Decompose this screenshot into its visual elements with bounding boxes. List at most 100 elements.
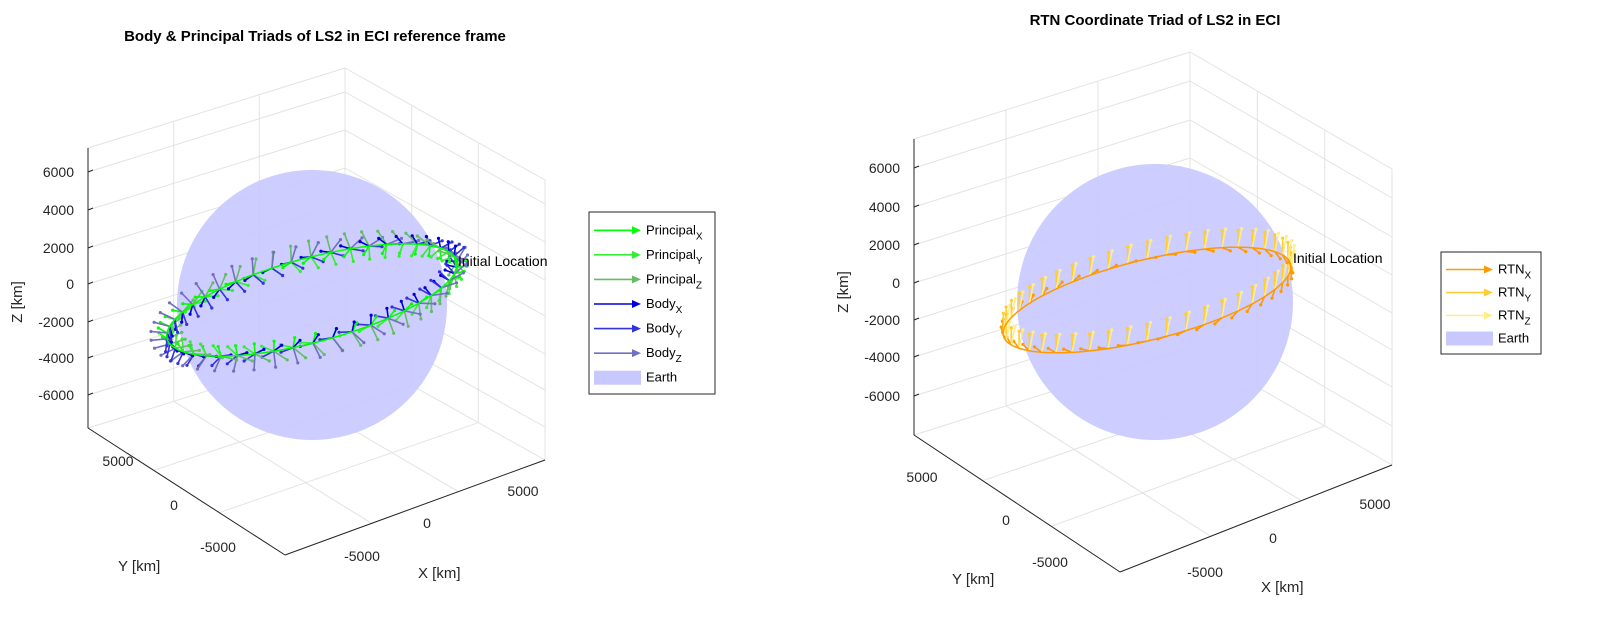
x-tick-label: 0 <box>423 515 431 531</box>
triad-arrowhead <box>1145 322 1149 326</box>
triad-arrowhead <box>455 281 459 285</box>
triad-arrowhead <box>445 291 449 295</box>
triad-arrowhead <box>281 273 285 278</box>
z-axis-label: Z [km] <box>835 271 852 313</box>
triad-arrowhead <box>1168 316 1172 320</box>
triad-arrowhead <box>1054 270 1058 274</box>
triad-arrowhead <box>285 358 289 362</box>
legend-label: PrincipalY <box>646 247 703 267</box>
chart-title: Body & Principal Triads of LS2 in ECI re… <box>124 28 506 45</box>
triad-arrowhead <box>342 255 346 259</box>
triad-arrowhead <box>1211 249 1215 253</box>
triad-arrow <box>237 354 253 362</box>
triad-arrowhead <box>250 257 254 261</box>
triad-arrow <box>1018 291 1024 311</box>
triad-arrowhead <box>252 342 256 346</box>
triad-arrowhead <box>246 283 250 287</box>
triad-arrowhead <box>1129 243 1133 247</box>
triad-arrow <box>349 248 355 262</box>
triad-arrowhead <box>444 262 448 266</box>
legend-arrowhead <box>1484 288 1493 297</box>
initial-location-label: Initial Location <box>458 253 548 269</box>
triad-arrow <box>1055 334 1061 353</box>
triad-arrow <box>440 241 453 249</box>
triad-arrowhead <box>1110 249 1114 253</box>
triad-arrowhead <box>1095 268 1099 272</box>
triad-arrowhead <box>385 306 389 310</box>
triad-arrowhead <box>1270 296 1274 300</box>
triad-arrowhead <box>338 238 343 242</box>
triad-arrowhead <box>293 336 297 340</box>
triad-arrowhead <box>1004 305 1008 309</box>
triad-arrow <box>357 323 371 326</box>
legend: PrincipalXPrincipalYPrincipalZBodyXBodyY… <box>588 211 716 395</box>
triad-arrow <box>386 308 390 319</box>
triad-arrowhead <box>1021 290 1025 294</box>
triad-arrowhead <box>250 359 254 363</box>
triad-arrowhead <box>1187 310 1192 314</box>
triad-arrowhead <box>176 342 180 346</box>
triad-arrow <box>1107 329 1113 349</box>
triad-arrowhead <box>443 268 447 272</box>
triad-arrowhead <box>159 353 163 357</box>
triad-arrowhead <box>999 325 1003 329</box>
triad-arrow <box>404 310 421 315</box>
triad-arrowhead <box>243 289 247 293</box>
triad-arrowhead <box>447 273 451 277</box>
triad-arrow <box>1126 326 1132 346</box>
triad-arrowhead <box>318 355 322 359</box>
triad-arrowhead <box>369 313 373 317</box>
triad-arrowhead <box>1091 330 1095 334</box>
triad-arrowhead <box>299 255 303 260</box>
triad-arrow <box>232 355 239 372</box>
z-tick-label: -6000 <box>864 388 900 404</box>
triad-arrowhead <box>180 320 184 324</box>
triad-arrowhead <box>185 363 189 367</box>
triad-arrowhead <box>313 331 318 336</box>
triad-arrow <box>166 324 182 334</box>
triad-arrowhead <box>1074 332 1078 336</box>
triad-arrow <box>413 294 420 304</box>
z-tick-label: 6000 <box>43 164 74 180</box>
triad-arrowhead <box>274 365 278 369</box>
orbit-path <box>165 243 459 357</box>
triad-arrowhead <box>203 299 207 303</box>
triad-arrowhead <box>1277 231 1281 235</box>
triad-arrowhead <box>1220 229 1224 233</box>
triad-arrowhead <box>380 245 384 249</box>
x-tick-label: 0 <box>1269 530 1277 546</box>
triad-arrow <box>431 292 448 297</box>
y-tick-label: 5000 <box>906 469 937 485</box>
triad-arrowhead <box>1058 268 1062 272</box>
triad-arrow <box>370 316 377 326</box>
triad-arrow <box>235 281 246 292</box>
triad-arrowhead <box>185 322 189 326</box>
triad-arrowhead <box>1230 316 1234 320</box>
triad-arrowhead <box>230 288 235 293</box>
y-tick-label: -5000 <box>1032 554 1068 570</box>
triad-arrowhead <box>301 261 305 265</box>
triad-arrow <box>1005 305 1011 325</box>
triad-arrowhead <box>307 239 311 243</box>
triad-arrow <box>359 240 370 247</box>
triad-arrow <box>395 310 405 322</box>
triad-arrowhead <box>1257 251 1262 255</box>
triad-arrow <box>330 251 344 257</box>
triad-arrowhead <box>245 351 249 355</box>
triad-arrowhead <box>1206 304 1210 308</box>
triad-arrow <box>1165 317 1171 337</box>
triad-arrowhead <box>342 232 347 236</box>
triad-arrow <box>183 349 200 353</box>
triad-arrowhead <box>465 253 470 257</box>
triad-arrowhead <box>272 339 276 343</box>
y-axis-label: Y [km] <box>118 558 160 575</box>
triad-arrowhead <box>417 238 421 243</box>
triad-arrowhead <box>252 368 256 372</box>
triad-arrowhead <box>238 264 242 269</box>
triad-arrowhead <box>1168 234 1173 238</box>
triad-arrow <box>453 245 457 257</box>
triad-arrowhead <box>316 266 320 270</box>
triad-arrowhead <box>294 245 298 249</box>
triad-arrow <box>290 246 297 263</box>
